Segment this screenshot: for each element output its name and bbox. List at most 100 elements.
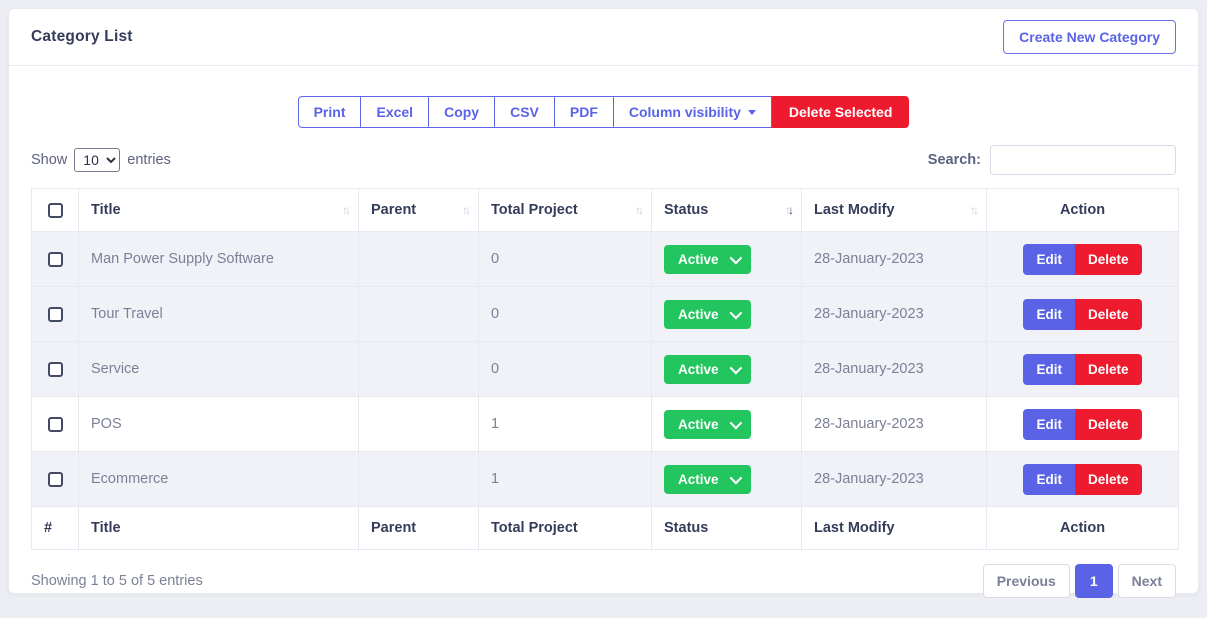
cell-action: Edit Delete	[986, 231, 1179, 287]
table-row: Tour Travel 0 Active 28-January-2023 Edi…	[31, 286, 1179, 342]
chevron-down-icon	[729, 416, 742, 429]
table-header-row: Title ↑↓ Parent ↑↓ Total Project ↑↓ Stat…	[31, 188, 1179, 232]
column-header-parent[interactable]: Parent ↑↓	[358, 188, 479, 232]
delete-button[interactable]: Delete	[1074, 408, 1142, 440]
delete-selected-button[interactable]: Delete Selected	[771, 96, 910, 128]
column-visibility-dropdown[interactable]: Column visibility	[612, 96, 772, 128]
delete-button[interactable]: Delete	[1074, 353, 1142, 385]
cell-last-modify: 28-January-2023	[801, 341, 987, 397]
column-header-status[interactable]: Status ↑↓	[651, 188, 802, 232]
table-body: Man Power Supply Software 0 Active 28-Ja…	[31, 231, 1179, 507]
export-button-group: Print Excel Copy CSV PDF Column visibili…	[297, 96, 910, 128]
edit-button[interactable]: Edit	[1023, 243, 1075, 275]
table-footer-row: # Title Parent Total Project Status Last…	[31, 506, 1179, 550]
status-label: Active	[678, 416, 719, 432]
row-checkbox[interactable]	[47, 471, 63, 487]
column-header-last-modify[interactable]: Last Modify ↑↓	[801, 188, 987, 232]
cell-status: Active	[651, 231, 802, 287]
excel-button[interactable]: Excel	[360, 96, 430, 128]
cell-last-modify: 28-January-2023	[801, 231, 987, 287]
status-label: Active	[678, 251, 719, 267]
footer-status: Status	[651, 506, 802, 550]
chevron-down-icon	[729, 471, 742, 484]
cell-title: Tour Travel	[78, 286, 359, 342]
column-header-label: Last Modify	[814, 202, 895, 218]
search-input[interactable]	[990, 145, 1176, 175]
row-checkbox-cell	[31, 231, 79, 287]
status-label: Active	[678, 361, 719, 377]
cell-parent	[358, 396, 479, 452]
row-checkbox[interactable]	[47, 306, 63, 322]
search-label: Search:	[927, 152, 981, 168]
row-checkbox-cell	[31, 286, 79, 342]
page-size-select[interactable]: 10	[74, 148, 121, 172]
cell-status: Active	[651, 341, 802, 397]
sort-icons-descending: ↑↓	[785, 203, 794, 217]
card-header: Category List Create New Category	[9, 9, 1198, 66]
row-checkbox-cell	[31, 341, 79, 397]
print-button[interactable]: Print	[297, 96, 362, 128]
select-all-checkbox[interactable]	[47, 202, 63, 218]
status-dropdown-button[interactable]: Active	[664, 464, 751, 494]
chevron-down-icon	[729, 251, 742, 264]
cell-status: Active	[651, 286, 802, 342]
cell-total-project: 1	[478, 396, 652, 452]
page-1-button[interactable]: 1	[1074, 564, 1113, 598]
category-table: Title ↑↓ Parent ↑↓ Total Project ↑↓ Stat…	[31, 188, 1179, 550]
edit-button[interactable]: Edit	[1023, 298, 1075, 330]
pagination: Previous 1 Next	[982, 564, 1176, 598]
sort-icons: ↑↓	[970, 203, 979, 217]
row-checkbox[interactable]	[47, 251, 63, 267]
sort-icons: ↑↓	[342, 203, 351, 217]
status-dropdown-button[interactable]: Active	[664, 299, 751, 329]
create-new-category-button[interactable]: Create New Category	[1003, 20, 1176, 54]
entries-label: entries	[127, 152, 171, 168]
category-list-card: Category List Create New Category Print …	[8, 8, 1199, 598]
edit-button[interactable]: Edit	[1023, 463, 1075, 495]
pdf-button[interactable]: PDF	[553, 96, 614, 128]
status-dropdown-button[interactable]: Active	[664, 244, 751, 274]
cell-total-project: 0	[478, 286, 652, 342]
next-page-button[interactable]: Next	[1117, 564, 1176, 598]
cell-status: Active	[651, 451, 802, 507]
column-header-label: Status	[664, 202, 709, 218]
chevron-down-icon	[729, 361, 742, 374]
status-label: Active	[678, 306, 719, 322]
previous-page-button[interactable]: Previous	[982, 564, 1070, 598]
column-header-total-project[interactable]: Total Project ↑↓	[478, 188, 652, 232]
sort-icons: ↑↓	[635, 203, 644, 217]
table-row: Man Power Supply Software 0 Active 28-Ja…	[31, 231, 1179, 287]
column-header-action: Action	[986, 188, 1179, 232]
copy-button[interactable]: Copy	[428, 96, 496, 128]
row-checkbox[interactable]	[47, 416, 63, 432]
delete-button[interactable]: Delete	[1074, 298, 1142, 330]
status-dropdown-button[interactable]: Active	[664, 354, 751, 384]
cell-last-modify: 28-January-2023	[801, 451, 987, 507]
footer-action: Action	[986, 506, 1179, 550]
select-all-header-cell	[31, 188, 79, 232]
footer-total-project: Total Project	[478, 506, 652, 550]
delete-button[interactable]: Delete	[1074, 243, 1142, 275]
cell-parent	[358, 451, 479, 507]
column-header-label: Title	[91, 202, 121, 218]
cell-parent	[358, 231, 479, 287]
cell-action: Edit Delete	[986, 396, 1179, 452]
status-dropdown-button[interactable]: Active	[664, 409, 751, 439]
sort-icons: ↑↓	[462, 203, 471, 217]
row-checkbox-cell	[31, 396, 79, 452]
column-header-title[interactable]: Title ↑↓	[78, 188, 359, 232]
delete-button[interactable]: Delete	[1074, 463, 1142, 495]
cell-title: POS	[78, 396, 359, 452]
row-checkbox-cell	[31, 451, 79, 507]
cell-action: Edit Delete	[986, 341, 1179, 397]
row-checkbox[interactable]	[47, 361, 63, 377]
category-table-wrap: Title ↑↓ Parent ↑↓ Total Project ↑↓ Stat…	[31, 188, 1179, 550]
cell-parent	[358, 341, 479, 397]
csv-button[interactable]: CSV	[494, 96, 555, 128]
footer-hash: #	[31, 506, 79, 550]
edit-button[interactable]: Edit	[1023, 408, 1075, 440]
showing-entries-text: Showing 1 to 5 of 5 entries	[31, 573, 203, 589]
edit-button[interactable]: Edit	[1023, 353, 1075, 385]
search-area: Search:	[928, 145, 1176, 175]
cell-action: Edit Delete	[986, 286, 1179, 342]
